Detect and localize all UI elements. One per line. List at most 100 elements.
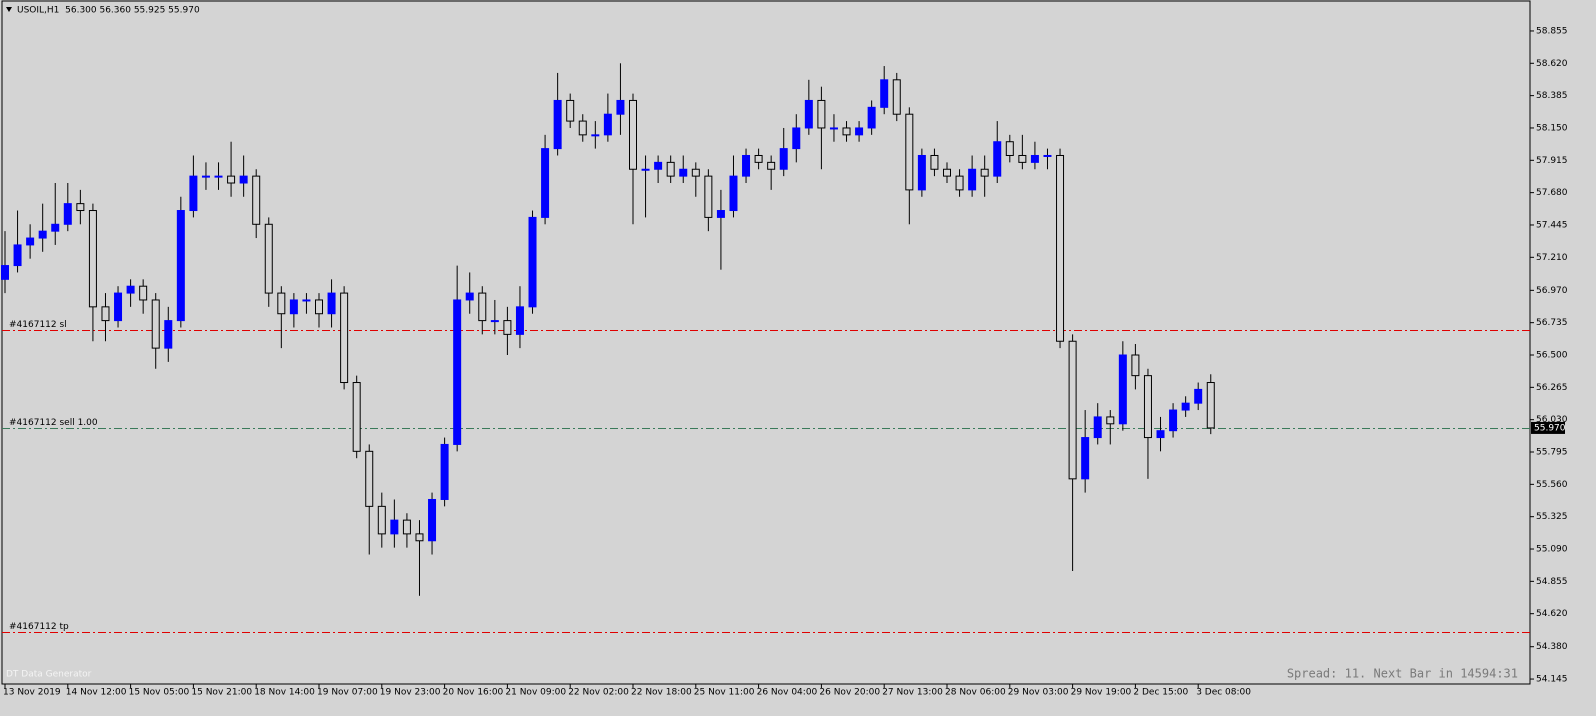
y-tick-label: 57.680 [1536, 188, 1568, 198]
x-tick-label: 21 Nov 09:00 [505, 688, 566, 698]
candle-body [503, 320, 512, 335]
status-text: Spread: 11. Next Bar in 14594:31 [1287, 667, 1518, 681]
candle-body [114, 292, 123, 322]
x-tick-label: 19 Nov 23:00 [380, 688, 441, 698]
candle-body [1118, 354, 1127, 425]
y-tick-label: 58.855 [1536, 26, 1568, 36]
candle-body [365, 450, 374, 507]
candle-body [679, 168, 688, 177]
candle-body [252, 175, 261, 225]
x-tick-label: 26 Nov 04:00 [757, 688, 818, 698]
y-tick-label: 57.210 [1536, 253, 1568, 263]
candle-body [867, 106, 876, 129]
candle-body [842, 127, 851, 136]
candle-body [855, 127, 864, 136]
candle-body [1093, 416, 1102, 439]
candle-body [1206, 382, 1215, 429]
candle-body [1081, 437, 1090, 480]
y-tick-label: 55.560 [1536, 480, 1568, 490]
candle-body [955, 175, 964, 191]
candle-body [151, 299, 160, 349]
candle-body [1131, 354, 1140, 377]
candle-body [829, 127, 838, 130]
menu-arrow[interactable] [6, 7, 12, 12]
candle-body [1056, 154, 1065, 342]
candle-body [691, 168, 700, 177]
x-tick-label: 28 Nov 06:00 [945, 688, 1006, 698]
candle-body [490, 320, 499, 323]
x-tick-label: 15 Nov 21:00 [191, 688, 252, 698]
candle-body [666, 161, 675, 177]
y-tick-label: 54.145 [1536, 675, 1568, 685]
x-tick-label: 29 Nov 19:00 [1071, 688, 1132, 698]
candle-body [465, 292, 474, 301]
y-tick-label: 56.500 [1536, 351, 1568, 361]
candle-body [227, 175, 236, 184]
watermark: DT Data Generator [6, 670, 92, 680]
candle-body [1194, 388, 1203, 404]
y-tick-label: 56.030 [1536, 415, 1568, 425]
candle-body [729, 175, 738, 212]
candle-body [390, 519, 399, 535]
candle-body [352, 382, 361, 452]
x-tick-label: 18 Nov 14:00 [254, 688, 315, 698]
candle-body [629, 99, 637, 170]
candle-body [943, 168, 951, 177]
candle-body [327, 292, 336, 315]
candle-body [1181, 402, 1190, 411]
y-tick-label: 55.090 [1536, 545, 1568, 555]
price-badge-label: 55.970 [1534, 423, 1566, 433]
x-tick-label: 22 Nov 18:00 [631, 688, 692, 698]
y-tick-label: 58.150 [1536, 123, 1568, 133]
candle-body [428, 498, 437, 542]
y-tick-label: 57.915 [1536, 156, 1568, 166]
candle-body [880, 79, 889, 108]
candle-body [76, 203, 85, 212]
candle-body [603, 113, 612, 136]
x-tick-label: 20 Nov 16:00 [443, 688, 504, 698]
y-tick-label: 56.735 [1536, 318, 1568, 328]
candle-body [164, 320, 173, 349]
candle-body [968, 168, 977, 191]
candle-body [189, 175, 198, 212]
price-badge [1531, 421, 1565, 434]
candle-body [1156, 430, 1165, 439]
x-tick-label: 29 Nov 03:00 [1008, 688, 1069, 698]
candle-body [214, 175, 223, 178]
candle-body [13, 244, 22, 267]
candle-body [1018, 154, 1027, 163]
candle-body [641, 168, 650, 171]
candle-body [792, 127, 801, 150]
candle-body [264, 223, 273, 294]
candle-body [1106, 416, 1115, 425]
plot-frame [1, 0, 1531, 685]
candle-body [515, 306, 524, 335]
level-label: #4167112 sell 1.00 [9, 418, 98, 428]
candle-body [51, 223, 60, 232]
x-tick-label: 15 Nov 05:00 [129, 688, 190, 698]
candle-body [817, 99, 826, 129]
candle-body [277, 292, 286, 315]
candle-body [63, 203, 72, 225]
y-tick-label: 54.620 [1536, 609, 1568, 619]
y-tick-label: 58.385 [1536, 91, 1568, 101]
y-tick-label: 55.325 [1536, 512, 1568, 522]
y-tick-label: 55.795 [1536, 448, 1568, 458]
x-tick-label: 13 Nov 2019 [3, 688, 61, 698]
candle-body [1, 265, 9, 280]
candle-body [654, 161, 663, 170]
y-tick-label: 57.445 [1536, 220, 1568, 230]
candle-body [176, 210, 185, 322]
candle-body [1030, 154, 1039, 163]
x-tick-label: 19 Nov 07:00 [317, 688, 378, 698]
candle-body [716, 210, 725, 218]
candle-body [38, 230, 47, 239]
candle-body [377, 505, 386, 535]
candle-body [101, 306, 110, 322]
candle-body [415, 533, 424, 542]
candle-body [302, 299, 311, 302]
y-tick-label: 56.265 [1536, 383, 1568, 393]
candle-body [239, 175, 248, 184]
